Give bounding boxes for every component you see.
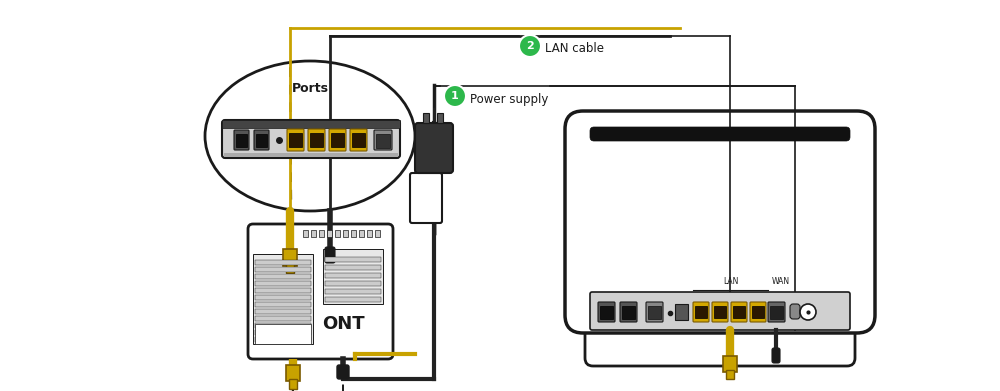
Bar — [255, 281, 311, 286]
Bar — [319, 230, 324, 237]
Text: Ports: Ports — [292, 81, 328, 95]
Bar — [253, 254, 313, 344]
Bar — [352, 133, 365, 147]
Bar — [286, 365, 300, 381]
Bar — [325, 289, 381, 294]
Bar — [255, 316, 311, 321]
FancyBboxPatch shape — [712, 302, 728, 322]
FancyBboxPatch shape — [585, 323, 855, 366]
FancyBboxPatch shape — [222, 120, 400, 158]
Bar — [303, 230, 308, 237]
FancyBboxPatch shape — [350, 129, 367, 151]
Bar — [325, 297, 381, 302]
Bar — [675, 304, 688, 320]
Bar — [255, 323, 311, 328]
Bar — [325, 265, 381, 270]
Text: Power supply: Power supply — [470, 93, 548, 106]
Bar — [224, 153, 398, 157]
Bar — [289, 133, 302, 147]
Bar — [255, 324, 311, 344]
Text: LAN: LAN — [723, 277, 738, 286]
Bar — [327, 230, 332, 237]
FancyBboxPatch shape — [772, 348, 780, 363]
Bar — [752, 306, 764, 318]
Bar — [714, 306, 726, 318]
FancyBboxPatch shape — [750, 302, 766, 322]
FancyBboxPatch shape — [693, 302, 709, 322]
Bar — [255, 260, 311, 265]
Circle shape — [519, 35, 541, 57]
Bar — [286, 264, 294, 273]
Bar — [367, 230, 372, 237]
FancyBboxPatch shape — [287, 129, 304, 151]
FancyBboxPatch shape — [234, 130, 249, 150]
Bar — [733, 306, 745, 318]
Bar — [255, 267, 311, 272]
Text: WAN: WAN — [772, 277, 790, 286]
Bar — [255, 302, 311, 307]
Bar — [256, 134, 267, 147]
FancyBboxPatch shape — [590, 292, 850, 330]
Bar — [255, 330, 311, 335]
FancyBboxPatch shape — [731, 302, 747, 322]
Bar — [600, 306, 613, 319]
Bar — [255, 288, 311, 293]
FancyBboxPatch shape — [374, 130, 392, 150]
FancyBboxPatch shape — [598, 302, 615, 322]
Bar — [335, 230, 340, 237]
Text: 1: 1 — [451, 91, 459, 101]
Bar — [723, 356, 737, 372]
Bar — [437, 113, 443, 123]
Circle shape — [444, 85, 466, 107]
FancyBboxPatch shape — [415, 123, 453, 173]
FancyBboxPatch shape — [620, 302, 637, 322]
Bar — [359, 230, 364, 237]
FancyBboxPatch shape — [248, 224, 393, 359]
Bar — [325, 273, 381, 278]
Bar — [423, 113, 429, 123]
Bar — [770, 306, 783, 319]
Text: LAN cable: LAN cable — [545, 41, 604, 54]
Bar — [255, 274, 311, 279]
FancyBboxPatch shape — [254, 130, 269, 150]
FancyBboxPatch shape — [410, 173, 442, 223]
FancyBboxPatch shape — [565, 111, 875, 333]
Bar — [289, 379, 297, 389]
Text: 2: 2 — [526, 41, 534, 51]
Ellipse shape — [205, 61, 415, 211]
Bar — [331, 133, 344, 147]
FancyBboxPatch shape — [337, 365, 349, 379]
Bar — [648, 306, 661, 319]
Bar — [255, 295, 311, 300]
Text: ONT: ONT — [322, 315, 364, 333]
Bar — [325, 257, 381, 262]
Bar — [622, 306, 635, 319]
FancyBboxPatch shape — [329, 129, 346, 151]
FancyBboxPatch shape — [325, 247, 335, 263]
Bar — [255, 309, 311, 314]
FancyBboxPatch shape — [646, 302, 663, 322]
Bar — [310, 133, 323, 147]
Bar — [236, 134, 247, 147]
Bar — [351, 230, 356, 237]
Bar — [325, 281, 381, 286]
Bar — [283, 249, 297, 266]
Bar — [311, 230, 316, 237]
Bar — [726, 370, 734, 379]
Bar — [375, 230, 380, 237]
Bar — [343, 230, 348, 237]
Bar — [376, 134, 390, 148]
Bar — [255, 337, 311, 342]
Bar — [323, 249, 383, 304]
FancyBboxPatch shape — [308, 129, 325, 151]
Bar — [695, 306, 707, 318]
FancyBboxPatch shape — [590, 127, 850, 141]
Bar — [222, 120, 400, 128]
FancyBboxPatch shape — [790, 304, 800, 319]
FancyBboxPatch shape — [768, 302, 785, 322]
Circle shape — [800, 304, 816, 320]
